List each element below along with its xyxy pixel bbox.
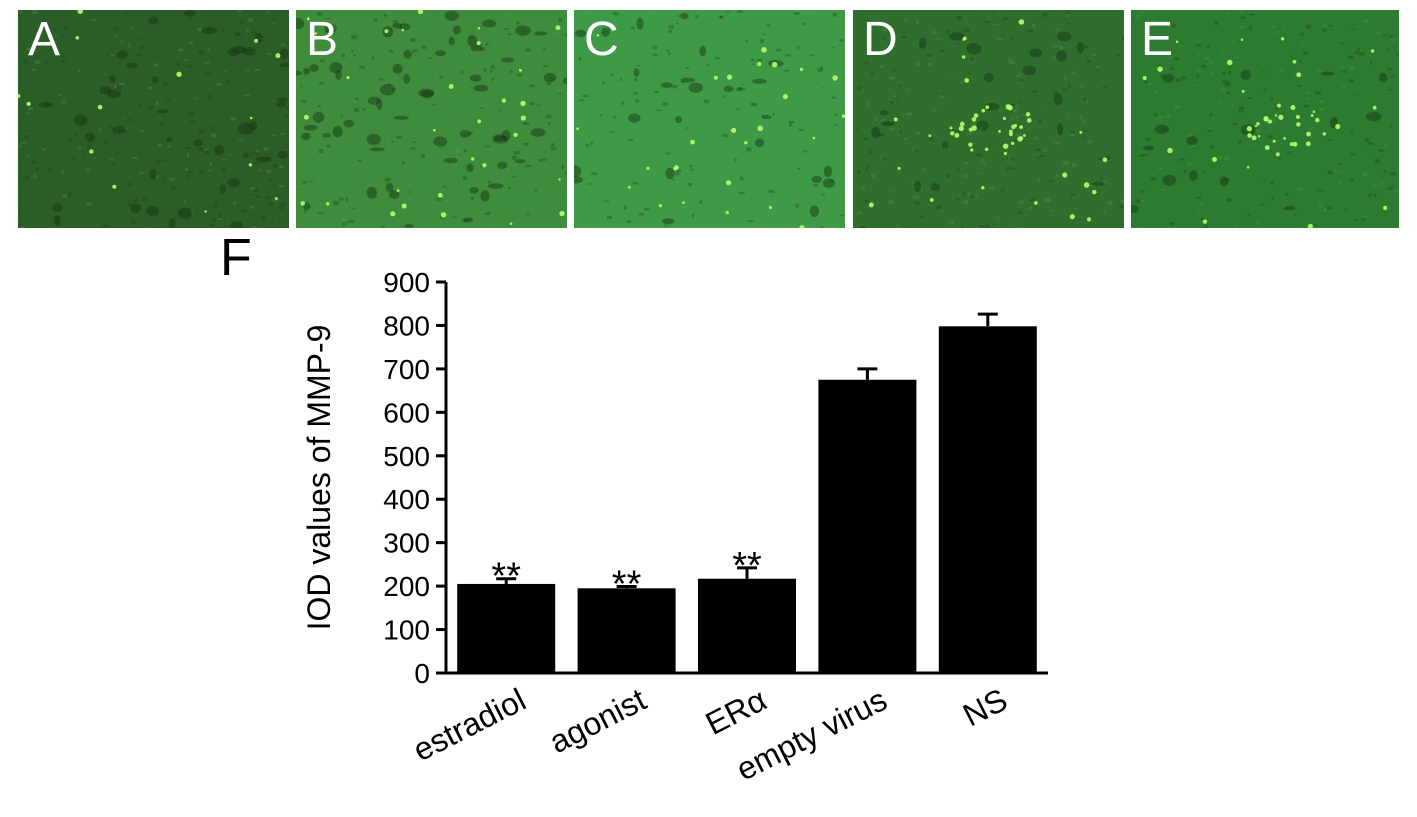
- micrograph-texture: [18, 10, 289, 228]
- micrograph-panel-b: B: [296, 10, 567, 228]
- panel-label-c: C: [584, 13, 619, 66]
- micrograph-panel-e: E: [1131, 10, 1399, 228]
- y-axis-title: IOD values of MMP-9: [301, 325, 337, 631]
- y-tick-label: 800: [383, 310, 430, 341]
- x-tick-label: ERα: [700, 681, 772, 742]
- y-tick-label: 900: [383, 267, 430, 298]
- y-tick-label: 300: [383, 528, 430, 559]
- x-tick-label: NS: [957, 681, 1013, 733]
- panel-label-d: D: [863, 13, 898, 66]
- significance-marker: **: [612, 564, 642, 606]
- micrograph-panel-c: C: [574, 10, 845, 228]
- micrograph-texture: [853, 10, 1124, 228]
- y-tick-label: 100: [383, 615, 430, 646]
- micrograph-texture: [296, 10, 567, 228]
- significance-marker: **: [732, 545, 762, 587]
- x-tick-label: agonist: [543, 681, 651, 760]
- bar-2: [698, 578, 796, 673]
- bar-0: [457, 583, 556, 673]
- figure-label-f: F: [220, 229, 252, 287]
- bar-1: [577, 588, 676, 673]
- y-tick-label: 0: [414, 658, 430, 689]
- y-tick-label: 200: [383, 571, 430, 602]
- y-tick-label: 400: [383, 484, 430, 515]
- bar-4: [938, 326, 1037, 673]
- panel-label-a: A: [28, 13, 61, 66]
- x-tick-label: estradiol: [407, 681, 531, 768]
- y-tick-label: 600: [383, 397, 430, 428]
- y-tick-label: 500: [383, 441, 430, 472]
- panel-label-b: B: [306, 13, 339, 66]
- micrograph-panel-a: A: [18, 10, 289, 228]
- panel-label-e: E: [1141, 13, 1174, 66]
- micrograph-panel-d: D: [853, 10, 1124, 228]
- bar-3: [818, 379, 917, 673]
- micrograph-texture: [574, 10, 845, 228]
- significance-marker: **: [491, 556, 521, 598]
- y-tick-label: 700: [383, 354, 430, 385]
- micrograph-texture: [1131, 10, 1399, 228]
